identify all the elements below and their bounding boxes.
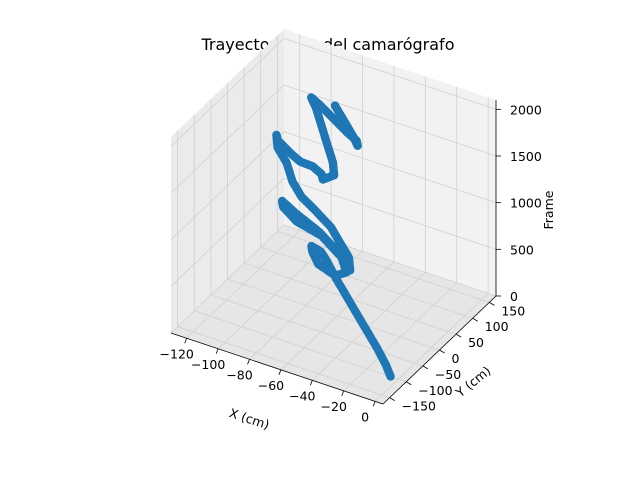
x-tick-mark (309, 380, 313, 386)
data-points (272, 93, 395, 381)
y-tick-label: 50 (468, 335, 484, 350)
y-grid-floor (194, 310, 407, 383)
z-tick-label: 2000 (510, 102, 542, 117)
x-tick-label: −80 (226, 367, 252, 382)
x-tick-mark (341, 390, 345, 397)
z-tick-label: 1000 (510, 196, 542, 211)
data-point (330, 101, 340, 110)
z-tick-label: 0 (510, 289, 518, 304)
x-tick-mark (184, 338, 188, 344)
x-tick-label: −60 (258, 378, 284, 393)
y-tick-mark (406, 381, 412, 386)
z-grid-side (170, 178, 285, 287)
tick-labels: −120−100−80−60−40−200−150−100−5005010015… (160, 102, 542, 424)
y-grid-floor (227, 278, 440, 351)
z-axis-label: Frame (541, 190, 556, 229)
y-tick-label: 0 (452, 351, 460, 366)
y-tick-label: −150 (402, 399, 436, 414)
y-tick-label: 100 (485, 319, 509, 334)
y-tick-mark (489, 302, 495, 306)
z-grid-back (283, 131, 497, 204)
x-tick-mark (247, 359, 250, 365)
back-pane (284, 29, 496, 296)
x-axis-line (170, 332, 384, 405)
x-tick-label: 0 (361, 409, 369, 424)
axis-lines (170, 100, 501, 407)
y-grid-floor (260, 246, 473, 319)
x-tick-label: −120 (160, 346, 194, 361)
y-grid-floor (210, 294, 424, 367)
z-grid-side (170, 84, 285, 194)
z-grid-back (283, 37, 497, 110)
z-tick-label: 500 (510, 242, 534, 257)
x-tick-label: −40 (289, 388, 315, 403)
y-tick-mark (455, 333, 462, 338)
y-tick-label: 150 (501, 303, 525, 318)
z-grid-back (283, 177, 497, 250)
y-tick-mark (472, 317, 478, 322)
z-grid-side (170, 38, 285, 147)
y-tick-mark (422, 365, 429, 370)
x-tick-label: −100 (191, 357, 225, 372)
x-tick-mark (278, 369, 282, 375)
z-grid-side (170, 131, 285, 240)
x-tick-label: −20 (321, 399, 347, 414)
z-grid-side (170, 224, 285, 334)
x-tick-mark (372, 401, 376, 407)
y-grid-floor (177, 326, 390, 399)
y-tick-mark (389, 397, 395, 401)
y-tick-mark (439, 349, 445, 354)
y-tick-label: −50 (435, 367, 461, 382)
z-grid-back (283, 84, 497, 157)
x-tick-mark (215, 348, 219, 354)
z-tick-label: 1500 (510, 149, 542, 164)
y-tick-label: −100 (418, 383, 452, 398)
